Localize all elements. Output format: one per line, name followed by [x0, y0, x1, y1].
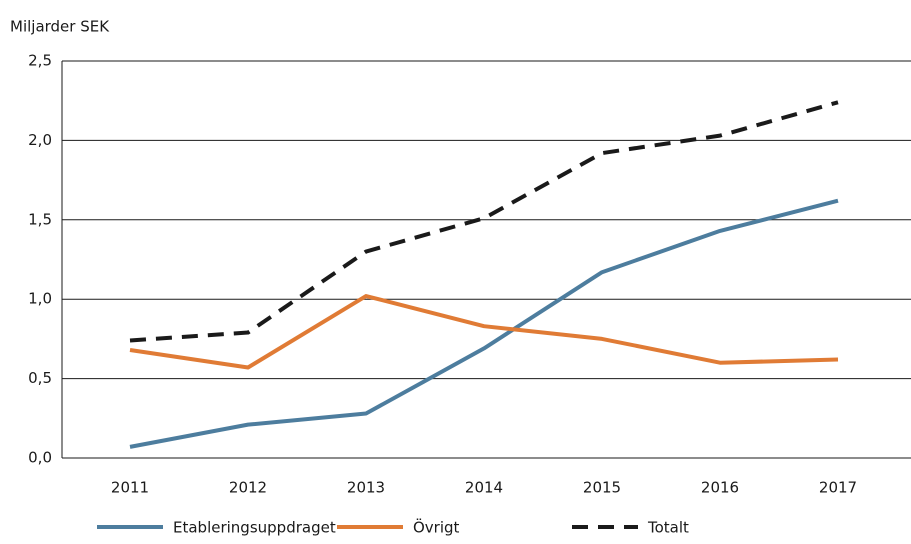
- x-tick-label: 2016: [701, 479, 739, 497]
- y-tick-label: 1,5: [28, 210, 52, 228]
- legend-label: Etableringsuppdraget: [173, 519, 336, 537]
- x-tick-label: 2013: [347, 479, 385, 497]
- y-tick-label: 2,0: [28, 131, 52, 149]
- x-tick-label: 2015: [583, 479, 621, 497]
- x-tick-label: 2017: [819, 479, 857, 497]
- series-line: [129, 198, 839, 449]
- series-line: [129, 100, 839, 343]
- x-tick-label: 2012: [229, 479, 267, 497]
- y-tick-label: 1,0: [28, 290, 52, 308]
- series-line: [129, 294, 839, 370]
- y-axis-label: Miljarder SEK: [10, 18, 110, 36]
- y-tick-label: 2,5: [28, 52, 52, 70]
- legend-label: Totalt: [647, 519, 689, 537]
- x-tick-label: 2011: [111, 479, 149, 497]
- y-tick-label: 0,0: [28, 449, 52, 467]
- y-tick-label: 0,5: [28, 369, 52, 387]
- legend-label: Övrigt: [413, 518, 460, 537]
- x-tick-label: 2014: [465, 479, 503, 497]
